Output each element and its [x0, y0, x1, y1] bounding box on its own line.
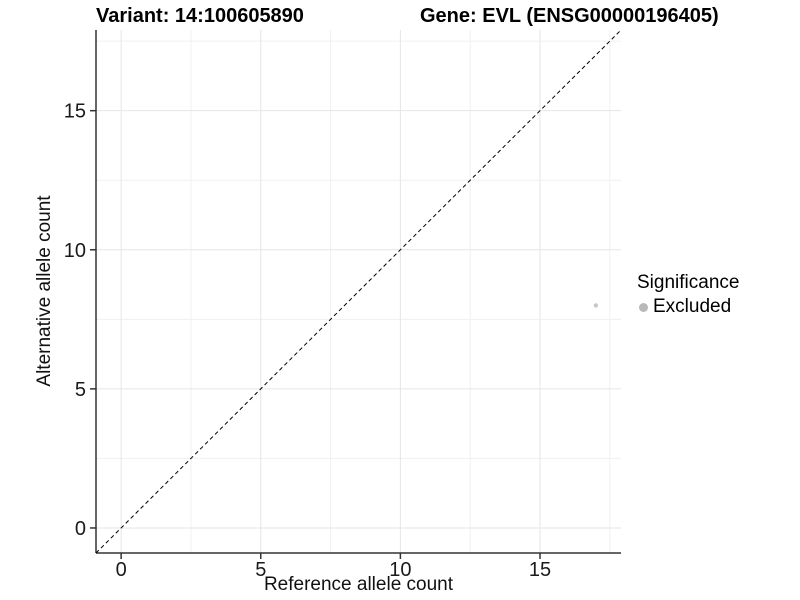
- x-tick-label: 0: [116, 559, 127, 581]
- legend-item-excluded: Excluded: [637, 296, 739, 318]
- legend-significance: Significance Excluded: [637, 272, 739, 318]
- y-tick-label: 0: [75, 518, 86, 540]
- x-axis-title: Reference allele count: [263, 574, 454, 595]
- y-tick-label: 15: [64, 101, 86, 123]
- x-tick-label: 15: [529, 559, 551, 581]
- x-tick-label: 5: [255, 559, 266, 581]
- plot-title-gene: Gene: EVL (ENSG00000196405): [420, 5, 719, 27]
- y-tick-label: 10: [64, 240, 86, 262]
- identity-line: [95, 29, 622, 554]
- y-tick-label: 5: [75, 379, 86, 401]
- x-tick-label: 10: [389, 559, 411, 581]
- data-point: [593, 303, 599, 308]
- legend-item-label: Excluded: [653, 296, 732, 317]
- plot-title-variant: Variant: 14:100605890: [96, 5, 304, 27]
- excluded-point-icon: [639, 302, 648, 312]
- legend-title: Significance: [637, 272, 740, 293]
